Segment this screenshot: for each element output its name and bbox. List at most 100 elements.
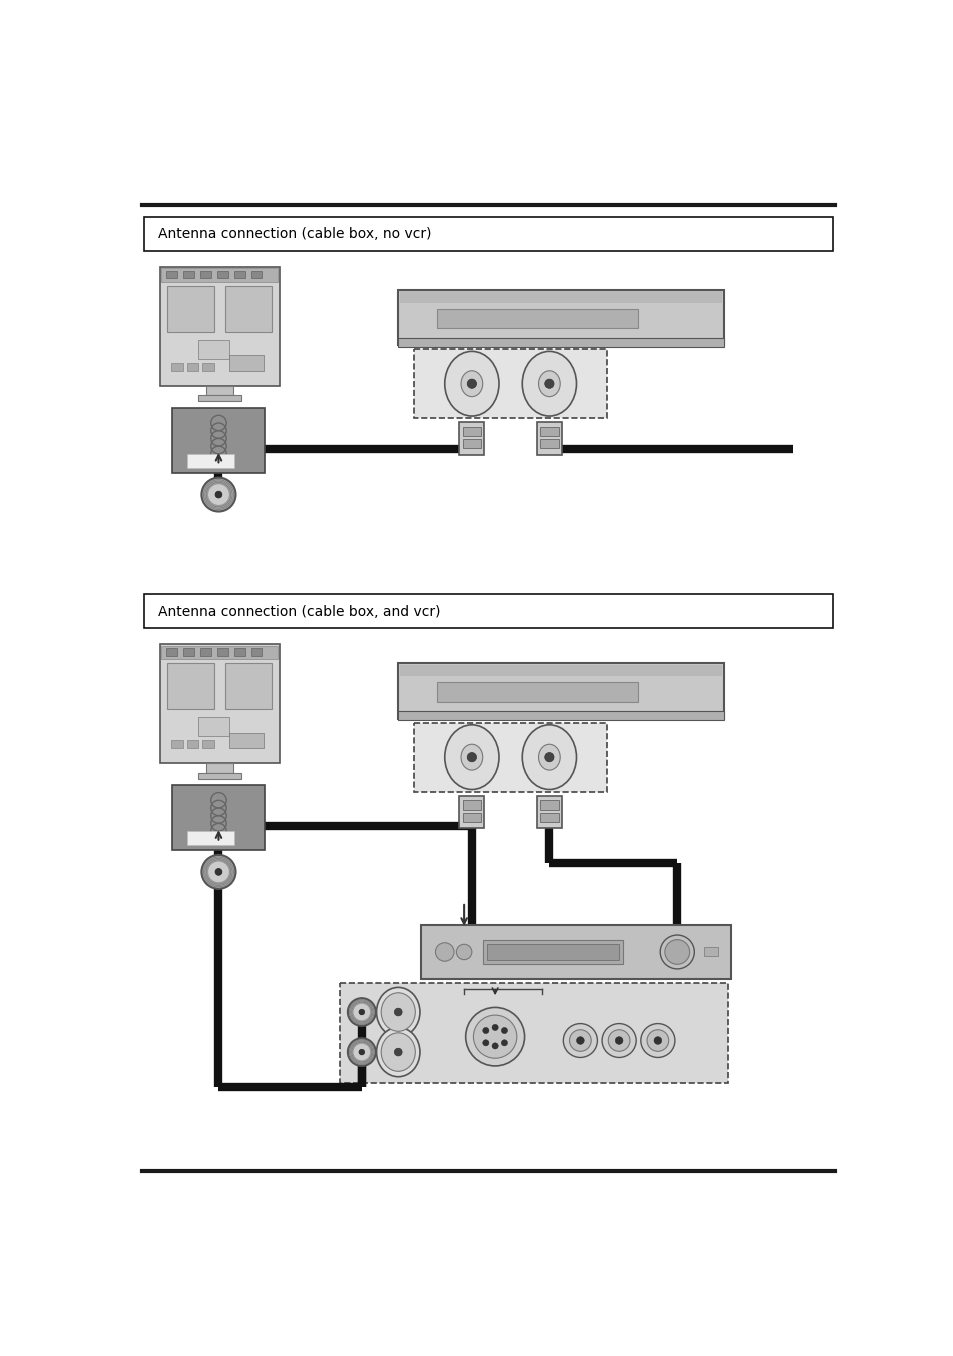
Circle shape bbox=[473, 1016, 517, 1058]
Bar bbox=[199, 270, 211, 278]
Bar bbox=[251, 648, 261, 655]
Bar bbox=[229, 355, 264, 370]
Bar bbox=[436, 682, 638, 701]
Circle shape bbox=[358, 1050, 364, 1055]
Bar bbox=[539, 800, 558, 810]
Circle shape bbox=[456, 944, 472, 960]
Bar bbox=[462, 812, 480, 822]
Bar bbox=[537, 422, 561, 454]
Bar bbox=[487, 944, 618, 960]
Circle shape bbox=[544, 380, 554, 388]
Bar bbox=[202, 740, 213, 749]
Bar bbox=[462, 800, 480, 810]
Bar bbox=[229, 732, 264, 749]
Circle shape bbox=[544, 753, 554, 762]
Bar bbox=[340, 983, 727, 1083]
Circle shape bbox=[353, 1003, 371, 1021]
Circle shape bbox=[576, 1037, 583, 1044]
Bar bbox=[171, 363, 183, 370]
Bar bbox=[216, 648, 228, 655]
Circle shape bbox=[646, 1029, 668, 1051]
Bar bbox=[198, 717, 229, 736]
Bar bbox=[161, 645, 278, 659]
Text: Antenna connection (cable box, no vcr): Antenna connection (cable box, no vcr) bbox=[158, 228, 431, 241]
Bar bbox=[172, 785, 265, 850]
Circle shape bbox=[207, 484, 230, 506]
Text: Antenna connection (cable box, and vcr): Antenna connection (cable box, and vcr) bbox=[158, 605, 440, 618]
Bar bbox=[202, 363, 213, 370]
Bar bbox=[167, 663, 213, 709]
Circle shape bbox=[659, 936, 694, 970]
Ellipse shape bbox=[376, 987, 419, 1037]
Bar bbox=[397, 290, 723, 346]
Bar bbox=[159, 267, 279, 386]
Circle shape bbox=[664, 940, 689, 964]
Bar bbox=[459, 796, 484, 829]
Bar bbox=[183, 648, 193, 655]
Circle shape bbox=[201, 477, 235, 511]
Ellipse shape bbox=[381, 993, 415, 1032]
Ellipse shape bbox=[537, 370, 559, 397]
Ellipse shape bbox=[376, 1028, 419, 1077]
Bar bbox=[199, 648, 211, 655]
Circle shape bbox=[467, 753, 476, 762]
Circle shape bbox=[640, 1024, 674, 1058]
Circle shape bbox=[467, 380, 476, 388]
Bar bbox=[251, 270, 261, 278]
Bar bbox=[537, 796, 561, 829]
Bar bbox=[187, 831, 233, 845]
Circle shape bbox=[348, 1039, 375, 1066]
Circle shape bbox=[500, 1040, 507, 1045]
Bar bbox=[399, 292, 721, 302]
Bar bbox=[225, 663, 272, 709]
Bar bbox=[539, 427, 558, 437]
Bar bbox=[421, 925, 731, 979]
Bar bbox=[144, 217, 832, 251]
Circle shape bbox=[500, 1028, 507, 1033]
Circle shape bbox=[353, 1043, 371, 1062]
Bar bbox=[206, 386, 233, 395]
Circle shape bbox=[394, 1008, 402, 1016]
Circle shape bbox=[615, 1037, 622, 1044]
Ellipse shape bbox=[537, 744, 559, 770]
Circle shape bbox=[492, 1043, 497, 1050]
Bar bbox=[166, 648, 176, 655]
Bar bbox=[198, 340, 229, 359]
Bar bbox=[159, 644, 279, 763]
Bar bbox=[539, 812, 558, 822]
Bar bbox=[172, 408, 265, 473]
Circle shape bbox=[654, 1037, 661, 1044]
Bar bbox=[216, 270, 228, 278]
Bar bbox=[167, 286, 213, 332]
Bar bbox=[462, 427, 480, 437]
Circle shape bbox=[348, 998, 375, 1026]
Ellipse shape bbox=[521, 725, 576, 789]
Bar bbox=[436, 309, 638, 328]
Circle shape bbox=[207, 861, 230, 883]
Bar bbox=[703, 946, 718, 956]
Circle shape bbox=[482, 1040, 488, 1045]
Bar bbox=[166, 270, 176, 278]
Bar bbox=[397, 663, 723, 719]
Bar bbox=[414, 723, 607, 792]
Bar bbox=[462, 439, 480, 449]
Bar bbox=[171, 740, 183, 749]
Bar bbox=[225, 286, 272, 332]
Bar bbox=[187, 740, 198, 749]
Circle shape bbox=[358, 1009, 364, 1014]
Circle shape bbox=[394, 1048, 402, 1056]
Circle shape bbox=[214, 868, 222, 875]
Ellipse shape bbox=[381, 1033, 415, 1071]
Circle shape bbox=[608, 1029, 629, 1051]
Circle shape bbox=[482, 1028, 488, 1033]
Ellipse shape bbox=[460, 370, 482, 397]
Bar bbox=[161, 268, 278, 282]
Bar bbox=[459, 422, 484, 454]
Circle shape bbox=[492, 1024, 497, 1031]
Bar bbox=[233, 648, 245, 655]
Bar bbox=[187, 363, 198, 370]
Bar bbox=[206, 763, 233, 773]
Bar bbox=[399, 664, 721, 677]
Bar bbox=[483, 941, 622, 964]
Bar bbox=[144, 594, 832, 628]
